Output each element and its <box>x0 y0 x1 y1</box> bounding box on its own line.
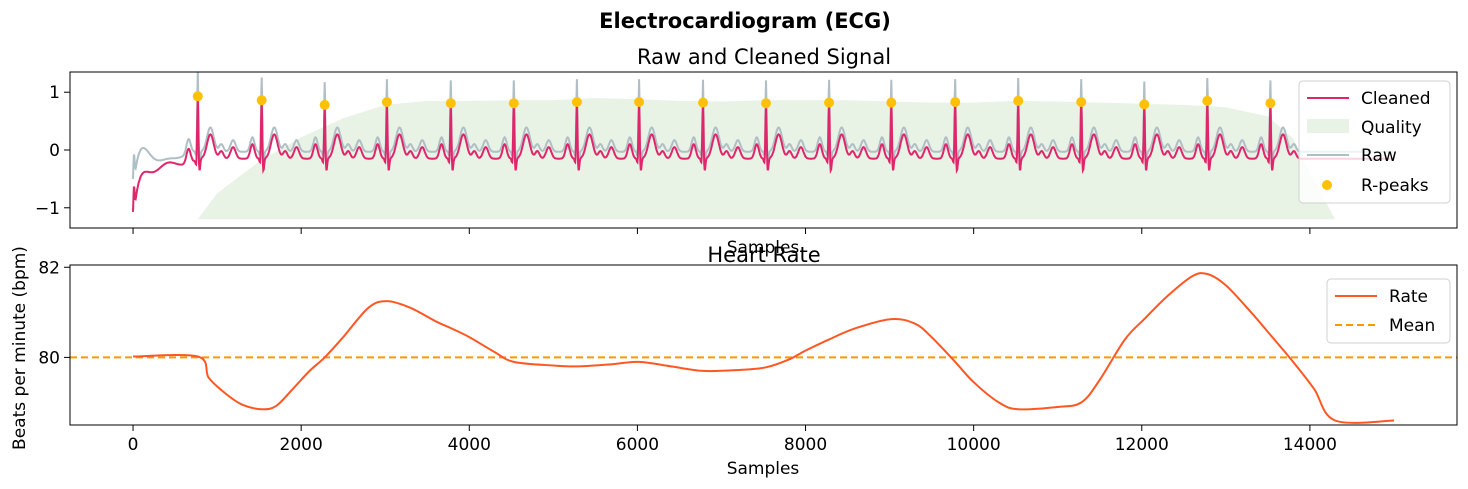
rpeak-marker <box>1013 95 1024 106</box>
heart-rate-x-tick-label: 10000 <box>947 435 1001 455</box>
legend-rpeaks-label: R-peaks <box>1361 176 1429 196</box>
rpeak-marker <box>824 97 835 108</box>
raw-signal-line <box>132 72 1394 180</box>
heart-rate-panel: Heart Rate 80 82 0 2000 4000 6000 8000 10000 12… <box>10 243 1458 479</box>
legend-quality-label: Quality <box>1361 118 1422 138</box>
signal-y-tick-label: 1 <box>49 83 60 103</box>
heart-rate-panel-title: Heart Rate <box>707 243 820 267</box>
rpeak-marker <box>698 97 708 108</box>
rpeak-marker <box>445 98 456 109</box>
heart-rate-x-tick-label: 6000 <box>616 435 659 455</box>
heart-rate-panel-frame <box>69 264 1458 426</box>
rpeak-marker <box>1202 95 1213 106</box>
rpeak-marker <box>886 97 897 108</box>
rpeak-marker <box>1076 97 1087 107</box>
rpeak-marker <box>1139 99 1150 110</box>
heart-rate-x-tick-label: 4000 <box>448 435 491 455</box>
heart-rate-x-axis: 0 2000 4000 6000 8000 10000 12000 14000 <box>128 425 1337 455</box>
heart-rate-x-tick-label: 14000 <box>1283 435 1337 455</box>
rpeak-marker <box>571 97 582 107</box>
heart-rate-y-label: Beats per minute (bpm) <box>10 246 30 450</box>
heart-rate-y-tick-label: 82 <box>38 258 60 278</box>
signal-y-axis: −1 0 1 <box>35 83 70 219</box>
rpeak-marker <box>634 97 645 107</box>
signal-y-tick-label: 0 <box>49 141 60 161</box>
signal-x-axis <box>132 228 1311 234</box>
signal-y-tick-label: −1 <box>35 199 60 219</box>
rpeak-marker <box>319 99 330 110</box>
rpeak-marker <box>508 98 519 109</box>
heart-rate-legend: Rate Mean <box>1326 278 1451 344</box>
rate-line <box>132 272 1395 424</box>
signal-panel-title: Raw and Cleaned Signal <box>637 45 891 69</box>
figure-title: Electrocardiogram (ECG) <box>599 9 891 33</box>
signal-legend: Cleaned Quality Raw R-peaks <box>1298 80 1451 204</box>
rpeak-marker <box>1265 98 1276 109</box>
signal-legend-box <box>1298 80 1451 204</box>
legend-quality-swatch <box>1307 119 1349 133</box>
heart-rate-x-tick-label: 12000 <box>1115 435 1169 455</box>
rpeak-marker <box>761 98 771 109</box>
legend-cleaned-label: Cleaned <box>1361 89 1431 109</box>
heart-rate-x-label: Samples <box>727 459 800 479</box>
rpeak-marker <box>256 95 267 106</box>
cleaned-signal-line <box>132 97 1394 212</box>
legend-raw-label: Raw <box>1361 146 1397 166</box>
heart-rate-y-axis: 80 82 <box>38 258 70 368</box>
signal-plot-area <box>132 72 1394 220</box>
rpeak-marker <box>192 91 203 102</box>
signal-x-label: Samples <box>727 238 800 258</box>
legend-rate-label: Rate <box>1389 287 1428 307</box>
heart-rate-x-tick-label: 8000 <box>784 435 827 455</box>
heart-rate-x-tick-label: 2000 <box>280 435 323 455</box>
rpeak-markers <box>192 91 1276 110</box>
signal-panel: Raw and Cleaned Signal −1 0 1 Samples Clea… <box>35 45 1458 258</box>
heart-rate-y-tick-label: 80 <box>38 348 60 368</box>
heart-rate-x-tick-label: 0 <box>128 435 139 455</box>
legend-mean-label: Mean <box>1389 316 1435 336</box>
legend-rpeaks-swatch <box>1322 180 1332 190</box>
rpeak-marker <box>950 97 961 107</box>
rpeak-marker <box>381 97 392 107</box>
heart-rate-plot-area <box>70 272 1457 424</box>
